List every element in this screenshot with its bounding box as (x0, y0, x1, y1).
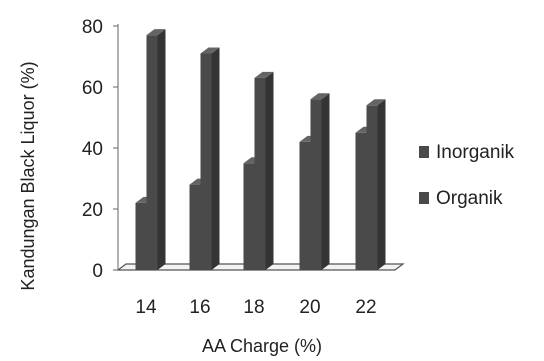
y-tick-label: 60 (82, 78, 103, 99)
bar-organik-22 (366, 99, 386, 270)
bar-front-face (310, 99, 322, 270)
x-axis-title: AA Charge (%) (202, 336, 322, 356)
bar-top-face (366, 99, 386, 106)
bar-front-face (135, 202, 147, 270)
bar-side-face (211, 47, 220, 271)
bar-organik-14 (146, 29, 166, 271)
bar-front-face (366, 105, 378, 270)
x-tick-label: 18 (243, 297, 264, 318)
bar-front-face (200, 53, 212, 271)
x-tick-label: 14 (135, 297, 157, 318)
bar-top-face (310, 93, 330, 100)
y-tick-label: 80 (82, 17, 103, 38)
bar-organik-18 (254, 71, 274, 270)
legend: Inorganik Organik (419, 142, 515, 209)
legend-swatch (419, 146, 429, 158)
bar-side-face (265, 71, 274, 270)
bar-front-face (299, 141, 311, 270)
x-axis: 14 16 18 20 22 (135, 297, 376, 318)
bars-group (135, 29, 386, 271)
bar-side-face (157, 29, 166, 271)
legend-label: Inorganik (436, 142, 515, 163)
bar-front-face (254, 77, 266, 270)
bar-side-face (321, 93, 330, 270)
bar-top-face (254, 71, 274, 78)
x-tick-label: 16 (189, 297, 210, 318)
x-tick-label: 20 (299, 297, 320, 318)
bar-front-face (189, 184, 201, 270)
bar-organik-16 (200, 47, 220, 271)
legend-swatch (419, 192, 429, 204)
bar-top-face (200, 47, 220, 54)
y-tick-label: 20 (82, 200, 103, 221)
bar-front-face (146, 35, 158, 271)
y-tick-label: 0 (92, 261, 103, 282)
y-tick-label: 40 (82, 139, 103, 160)
x-tick-label: 22 (355, 297, 376, 318)
legend-label: Organik (436, 188, 503, 209)
bar-top-face (146, 29, 166, 36)
bar-front-face (355, 132, 367, 270)
bar-front-face (243, 163, 255, 270)
bar-organik-20 (310, 93, 330, 270)
y-axis-title: Kandungan Black Liquor (%) (18, 61, 38, 290)
bar-side-face (377, 99, 386, 270)
legend-item-organik: Organik (419, 188, 503, 209)
y-axis: 0 20 40 60 80 (82, 17, 119, 282)
legend-item-inorganik: Inorganik (419, 142, 515, 163)
